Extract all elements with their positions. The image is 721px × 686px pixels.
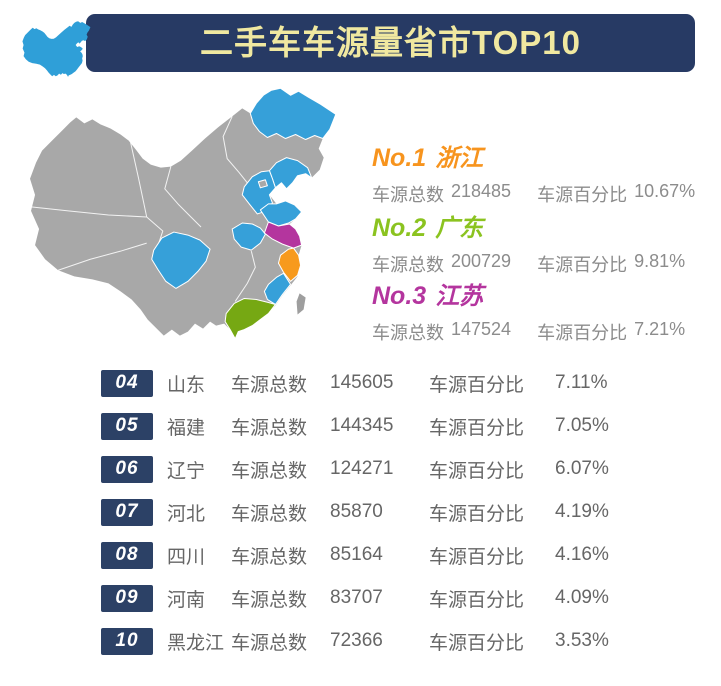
map-region-henan (231, 222, 266, 251)
rank-badge: 08 (101, 541, 153, 569)
top3-item-1: No.1 浙江 车源总数 218485 车源百分比 10.67% (372, 138, 712, 207)
percent-label: 车源百分比 (429, 632, 525, 654)
rank-list: 04 山东 车源总数 145605 车源百分比 7.11% 05 福建 车源总数… (101, 369, 609, 655)
province-name: 江苏 (435, 283, 484, 310)
province-name: 广东 (435, 215, 484, 242)
total-value: 200729 (451, 251, 512, 271)
map-region-fujian (263, 272, 292, 305)
total-value: 72366 (330, 630, 383, 651)
rank-badge: 10 (101, 627, 153, 655)
percent-label: 车源百分比 (537, 255, 628, 275)
table-row: 10 黑龙江 车源总数 72366 车源百分比 3.53% (101, 627, 609, 655)
map-region-heilongjiang (249, 87, 337, 141)
percent-label: 车源百分比 (429, 417, 525, 439)
province-name: 河南 (167, 589, 206, 611)
total-label: 车源总数 (372, 323, 444, 343)
province-name: 福建 (167, 417, 206, 439)
rank-badge: 05 (101, 412, 153, 440)
total-value: 147524 (451, 319, 512, 339)
table-row: 06 辽宁 车源总数 124271 车源百分比 6.07% (101, 455, 609, 483)
total-label: 车源总数 (231, 632, 308, 654)
percent-label: 车源百分比 (429, 503, 525, 525)
province-name: 黑龙江 (167, 632, 225, 654)
percent-value: 7.05% (555, 415, 609, 436)
china-choropleth-map (30, 87, 337, 340)
total-label: 车源总数 (231, 589, 308, 611)
map-region-liaoning (268, 157, 313, 190)
map-region-beijing-spot (257, 179, 268, 189)
total-label: 车源总数 (231, 546, 308, 568)
total-value: 144345 (330, 415, 394, 436)
province-name: 河北 (167, 503, 206, 525)
highlighted-provinces (151, 87, 337, 340)
province-name: 辽宁 (167, 460, 206, 482)
total-value: 124271 (330, 458, 394, 479)
top3-item-2: No.2 广东 车源总数 200729 车源百分比 9.81% (372, 208, 712, 277)
province-name: 浙江 (435, 145, 484, 172)
map-region-guangdong (224, 297, 276, 340)
total-value: 85164 (330, 544, 383, 565)
table-row: 04 山东 车源总数 145605 车源百分比 7.11% (101, 369, 609, 397)
percent-label: 车源百分比 (429, 460, 525, 482)
map-region-taiwan (296, 293, 306, 315)
percent-value: 7.21% (634, 319, 686, 339)
map-region-sichuan (151, 231, 211, 289)
percent-value: 4.09% (555, 587, 609, 608)
rank-label: No.2 (372, 214, 427, 242)
rank-badge: 06 (101, 455, 153, 483)
page-title: 二手车车源量省市TOP10 (200, 24, 581, 61)
map-region-zhejiang (277, 247, 302, 282)
table-row: 09 河南 车源总数 83707 车源百分比 4.09% (101, 584, 609, 612)
percent-value: 7.11% (555, 372, 608, 393)
table-row: 05 福建 车源总数 144345 车源百分比 7.05% (101, 412, 609, 440)
rank-label: No.1 (372, 144, 427, 172)
top3-item-3: No.3 江苏 车源总数 147524 车源百分比 7.21% (372, 276, 712, 345)
percent-label: 车源百分比 (429, 589, 525, 611)
percent-label: 车源百分比 (429, 374, 525, 396)
table-row: 08 四川 车源总数 85164 车源百分比 4.16% (101, 541, 609, 569)
total-label: 车源总数 (372, 185, 444, 205)
percent-value: 9.81% (634, 251, 686, 271)
rank-badge: 04 (101, 369, 153, 397)
percent-value: 4.19% (555, 501, 609, 522)
map-region-jiangsu (263, 221, 303, 249)
province-name: 四川 (167, 546, 206, 568)
province-name: 山东 (167, 374, 206, 396)
total-value: 85870 (330, 501, 383, 522)
percent-value: 6.07% (555, 458, 609, 479)
total-value: 218485 (451, 181, 512, 201)
percent-value: 10.67% (634, 181, 696, 201)
total-label: 车源总数 (231, 503, 308, 525)
map-region-hebei (241, 170, 276, 215)
percent-label: 车源百分比 (429, 546, 525, 568)
province-borders (30, 116, 256, 302)
total-label: 车源总数 (372, 255, 444, 275)
table-row: 07 河北 车源总数 85870 车源百分比 4.19% (101, 498, 609, 526)
percent-label: 车源百分比 (537, 185, 628, 205)
total-value: 145605 (330, 372, 394, 393)
percent-value: 3.53% (555, 630, 609, 651)
total-label: 车源总数 (231, 460, 308, 482)
rank-badge: 09 (101, 584, 153, 612)
title-banner: 二手车车源量省市TOP10 (86, 14, 695, 72)
total-label: 车源总数 (231, 374, 308, 396)
total-value: 83707 (330, 587, 383, 608)
china-map-icon (22, 21, 91, 77)
rank-badge: 07 (101, 498, 153, 526)
rank-label: No.3 (372, 282, 427, 310)
percent-label: 车源百分比 (537, 323, 628, 343)
percent-value: 4.16% (555, 544, 609, 565)
total-label: 车源总数 (231, 417, 308, 439)
